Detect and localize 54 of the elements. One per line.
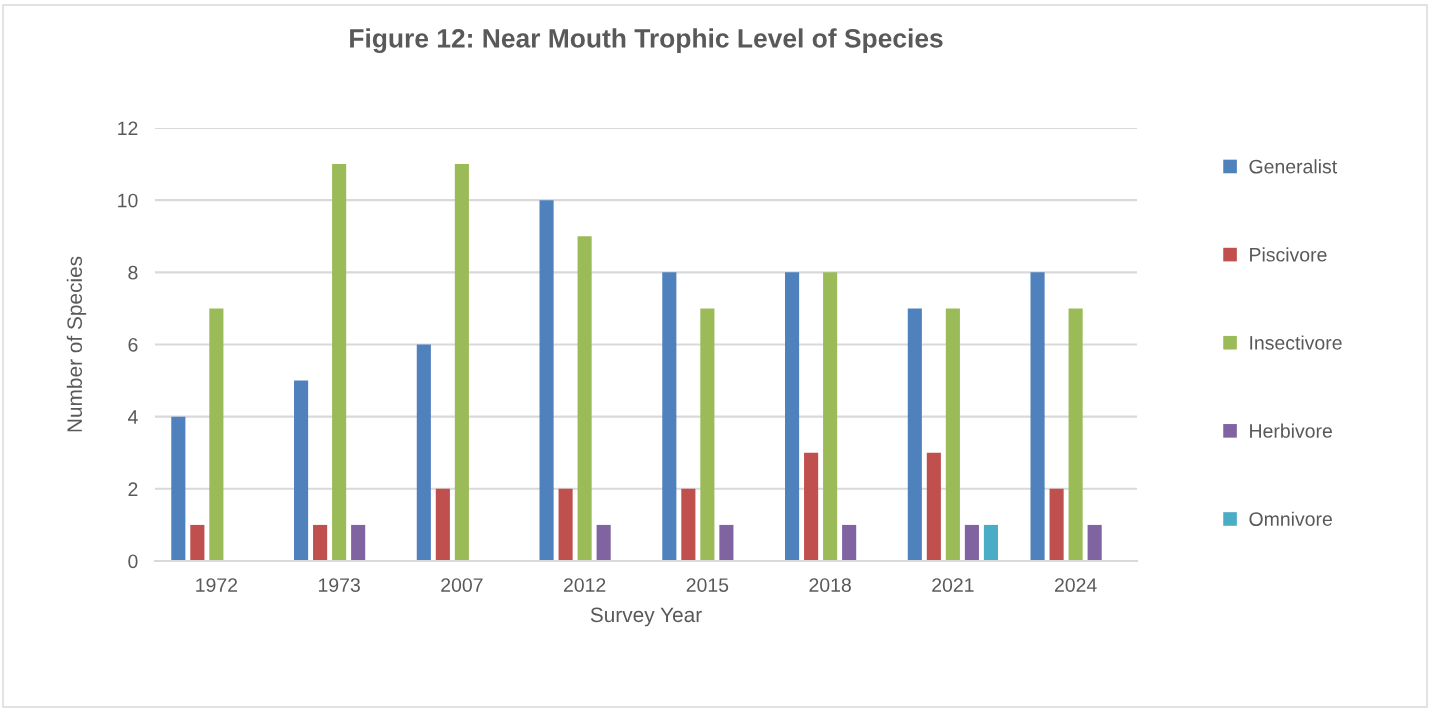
bar: [823, 272, 838, 561]
x-tick-label: 2021: [932, 578, 974, 592]
y-tick-label: 6: [128, 337, 138, 352]
x-tick-label: 2018: [809, 578, 851, 592]
bar: [926, 452, 941, 561]
bar: [577, 236, 592, 561]
bar: [681, 488, 696, 561]
bar: [983, 524, 998, 561]
bar: [945, 308, 960, 561]
bar: [416, 344, 431, 561]
y-tick-label: 10: [118, 193, 138, 208]
x-tick-label: 1972: [196, 578, 238, 592]
bar: [313, 524, 328, 561]
bar: [1030, 272, 1045, 561]
y-tick-label: 4: [127, 410, 138, 424]
bar: [209, 308, 224, 561]
legend-label: Piscivore: [1250, 247, 1327, 262]
bar: [1087, 524, 1102, 561]
bar: [332, 164, 347, 561]
y-axis-title: Number of Species: [66, 256, 87, 432]
x-tick-label: 1973: [318, 578, 360, 592]
legend-label: Generalist: [1249, 159, 1337, 174]
bar: [435, 488, 450, 561]
y-tick-label: 12: [118, 121, 138, 136]
x-tick-label: 2024: [1054, 578, 1097, 592]
legend-label: Insectivore: [1250, 335, 1342, 350]
bar: [454, 164, 469, 561]
bar: [907, 308, 922, 561]
bar: [539, 200, 554, 561]
x-axis-title: Survey Year: [590, 607, 702, 627]
bar: [294, 380, 309, 561]
bar: [1049, 488, 1064, 561]
legend-label: Omnivore: [1249, 511, 1332, 526]
x-tick-label: 2012: [563, 578, 606, 592]
bar: [558, 488, 573, 561]
y-tick-label: 8: [128, 265, 138, 280]
y-tick-label: 2: [128, 482, 138, 496]
bar: [1068, 308, 1083, 561]
chart-title: Figure 12: Near Mouth Trophic Level of Species: [350, 28, 943, 54]
bar: [190, 524, 205, 561]
bar: [596, 524, 611, 561]
x-tick-label: 2007: [441, 578, 483, 592]
bar: [351, 524, 366, 561]
bar: [804, 452, 819, 561]
bar: [785, 272, 800, 561]
bar: [964, 524, 979, 561]
x-tick-label: 2015: [686, 578, 729, 592]
bar: [719, 524, 734, 561]
bar: [700, 308, 715, 561]
legend-label: Herbivore: [1250, 423, 1332, 438]
bar: [171, 416, 186, 561]
bar: [662, 272, 677, 561]
y-tick-label: 0: [128, 554, 138, 569]
bar: [842, 524, 857, 561]
